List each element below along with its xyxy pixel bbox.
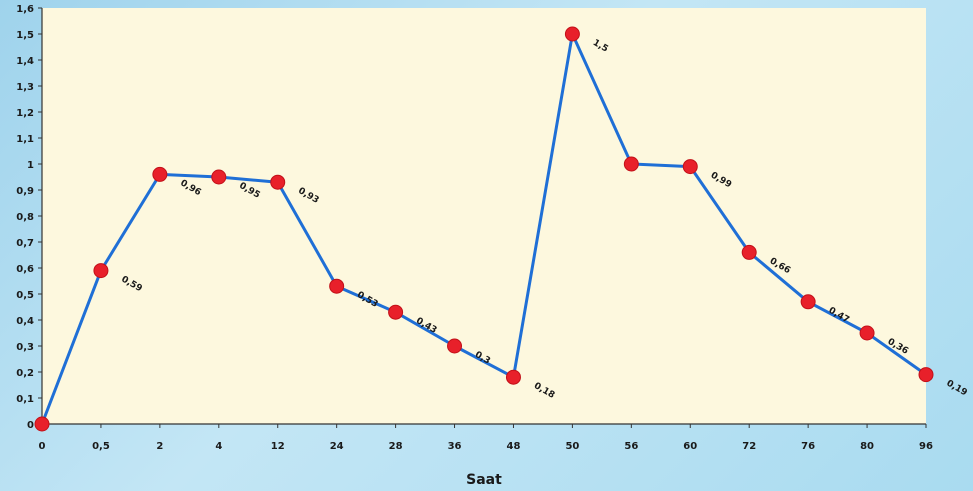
y-tick-label: 1,5 — [16, 30, 34, 41]
x-tick-label: 36 — [448, 441, 462, 452]
y-tick-label: 0,7 — [16, 238, 34, 249]
data-point — [447, 338, 463, 354]
plot-area — [42, 8, 926, 424]
data-point — [93, 263, 109, 279]
y-axis: 0 0,1 0,2 0,3 0,4 0,5 0,6 0,7 0,8 0,9 1 1,1 1,2 1,3 1,… — [16, 4, 43, 431]
x-tick-label: 96 — [919, 441, 933, 452]
x-axis: 0 0,5 2 4 12 24 28 36 48 50 56 60 72 76 80 96 — [39, 423, 933, 452]
data-point — [505, 369, 521, 385]
data-point — [859, 325, 875, 341]
y-tick-label: 0 — [27, 420, 34, 431]
data-point — [388, 304, 404, 320]
data-point — [34, 416, 50, 432]
x-tick-label: 60 — [683, 441, 697, 452]
y-tick-label: 1,6 — [16, 4, 34, 15]
x-tick-label: 48 — [507, 441, 521, 452]
x-axis-title: Saat — [466, 472, 502, 488]
data-point — [564, 26, 580, 42]
data-point — [623, 156, 639, 172]
y-tick-label: 0,8 — [16, 212, 34, 223]
x-tick-label: 12 — [271, 441, 285, 452]
y-tick-label: 0,5 — [16, 290, 34, 301]
y-tick-label: 1 — [27, 160, 34, 171]
y-tick-label: 1,2 — [16, 108, 34, 119]
x-tick-label: 72 — [742, 441, 756, 452]
y-tick-label: 1,4 — [16, 56, 34, 67]
x-tick-label: 4 — [215, 441, 222, 452]
data-point — [800, 294, 816, 310]
data-point — [329, 278, 345, 294]
x-tick-label: 80 — [860, 441, 874, 452]
data-point — [918, 367, 934, 383]
data-point — [211, 169, 227, 185]
data-series — [34, 26, 934, 432]
x-tick-label: 76 — [801, 441, 815, 452]
x-tick-label: 56 — [624, 441, 638, 452]
data-point — [152, 166, 168, 182]
y-tick-label: 0,9 — [16, 186, 34, 197]
y-tick-label: 0,2 — [16, 368, 34, 379]
y-tick-label: 1,1 — [16, 134, 34, 145]
data-label: 0,19 — [945, 379, 969, 399]
x-tick-label: 24 — [330, 441, 344, 452]
x-tick-label: 2 — [156, 441, 163, 452]
y-tick-label: 0,4 — [16, 316, 34, 327]
y-tick-label: 0,3 — [16, 342, 34, 353]
data-point — [741, 244, 757, 260]
y-tick-label: 0,1 — [16, 394, 34, 405]
x-tick-label: 0,5 — [92, 441, 110, 452]
y-tick-label: 1,3 — [16, 82, 34, 93]
data-point — [270, 174, 286, 190]
series-line — [40, 32, 927, 425]
x-tick-label: 28 — [389, 441, 403, 452]
x-tick-label: 50 — [565, 441, 579, 452]
x-tick-label: 0 — [39, 441, 46, 452]
y-tick-label: 0,6 — [16, 264, 34, 275]
data-point — [682, 159, 698, 175]
